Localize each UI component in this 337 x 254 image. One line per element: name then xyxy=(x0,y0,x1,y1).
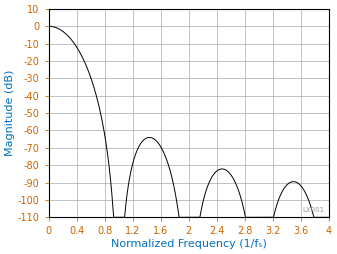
Y-axis label: Magnitude (dB): Magnitude (dB) xyxy=(5,70,15,156)
X-axis label: Normalized Frequency (1/fₛ): Normalized Frequency (1/fₛ) xyxy=(111,239,267,249)
Text: LX001: LX001 xyxy=(303,207,325,213)
